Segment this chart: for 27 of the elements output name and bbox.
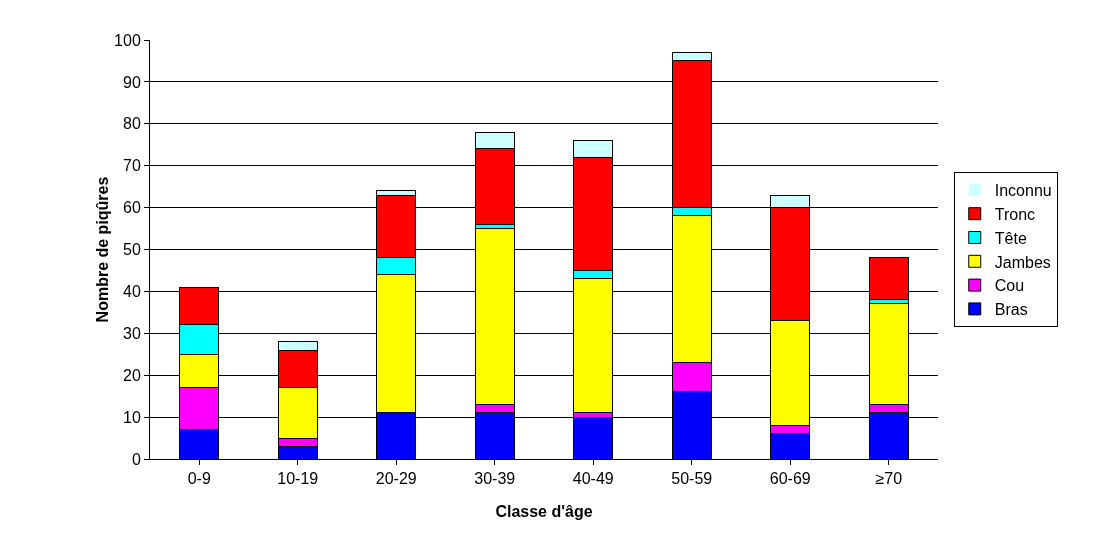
legend-label: Bras (994, 301, 1028, 319)
legend-label: Tête (994, 229, 1027, 247)
x-tick-label: 40-49 (572, 470, 614, 488)
y-axis-title: Nombre de piqûres (94, 176, 111, 323)
y-tick-label: 30 (123, 324, 141, 342)
x-tick-label: 20-29 (375, 470, 417, 488)
y-tick-label: 80 (123, 115, 141, 133)
x-axis-title: Classe d'âge (495, 503, 593, 520)
y-tick-label: 40 (123, 283, 141, 300)
x-tick-label: ≥70 (875, 470, 903, 488)
y-tick-label: 20 (123, 366, 141, 384)
x-tick-label: 0-9 (187, 470, 211, 488)
y-tick-label: 0 (131, 450, 141, 468)
legend-label: Inconnu (994, 182, 1052, 200)
y-tick-label: 50 (123, 241, 141, 259)
legend-label: Tronc (994, 205, 1036, 223)
y-tick-label: 10 (123, 408, 141, 426)
legend-label: Jambes (994, 253, 1051, 271)
y-tick-label: 60 (123, 199, 141, 217)
x-tick-label: 30-39 (474, 470, 516, 488)
y-tick-label: 70 (123, 157, 141, 175)
y-tick-label: 90 (123, 73, 141, 91)
x-tick-label: 10-19 (277, 470, 319, 488)
x-tick-label: 50-59 (671, 470, 713, 488)
y-tick-label: 100 (114, 31, 141, 49)
legend-label: Cou (994, 277, 1025, 295)
x-tick-label: 60-69 (769, 470, 811, 488)
